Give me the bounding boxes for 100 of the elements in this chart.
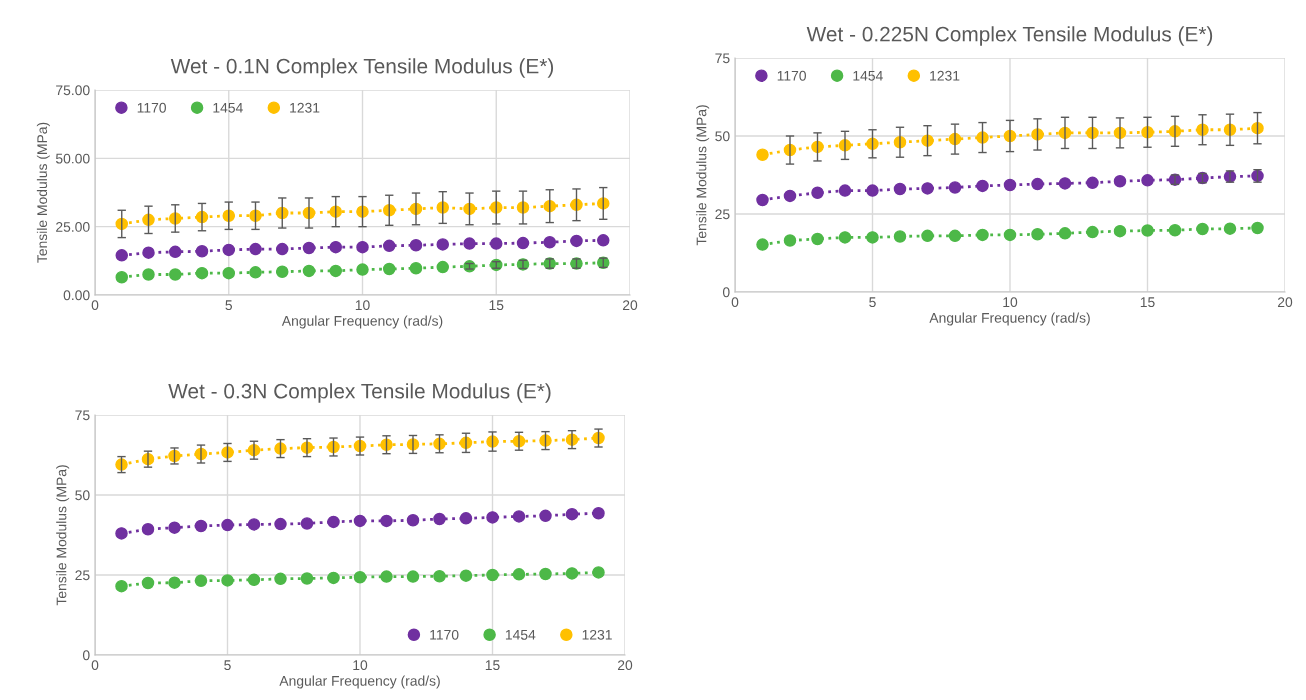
point xyxy=(976,228,989,242)
point xyxy=(115,249,129,262)
point xyxy=(893,182,907,196)
point xyxy=(168,245,182,259)
point xyxy=(249,266,262,279)
point xyxy=(756,148,769,161)
point xyxy=(1031,228,1044,241)
point xyxy=(463,237,476,250)
point xyxy=(275,265,289,279)
point xyxy=(838,184,852,197)
point xyxy=(565,567,579,580)
y-axis-title: Tensile Modulus (MPa) xyxy=(56,465,70,606)
point xyxy=(356,263,369,276)
point xyxy=(275,242,289,256)
point xyxy=(948,229,962,243)
point xyxy=(222,266,236,280)
point xyxy=(866,231,879,244)
point xyxy=(409,261,423,275)
chart-title: Wet - 0.3N Complex Tensile Modulus (E*) xyxy=(168,383,551,403)
point xyxy=(1003,178,1017,192)
point xyxy=(141,576,155,590)
x-tick-label: 10 xyxy=(355,300,370,311)
point xyxy=(486,568,499,582)
point xyxy=(893,230,907,243)
legend-label: 1231 xyxy=(582,629,612,640)
point xyxy=(948,181,962,194)
y-tick-label: 75.00 xyxy=(56,85,90,96)
x-axis-title: Angular Frequency (rad/s) xyxy=(281,315,443,329)
point xyxy=(302,264,316,278)
point xyxy=(756,193,769,207)
point xyxy=(194,519,208,533)
x-tick-label: 5 xyxy=(225,300,233,311)
point xyxy=(329,264,343,278)
point xyxy=(115,270,129,284)
point xyxy=(353,514,367,528)
point xyxy=(921,182,934,195)
point xyxy=(756,238,769,251)
point xyxy=(1251,221,1264,235)
point xyxy=(539,567,552,581)
y-tick-label: 0.00 xyxy=(63,290,90,301)
point xyxy=(142,246,155,259)
point xyxy=(141,522,155,536)
legend-label: 1231 xyxy=(930,70,960,81)
x-tick-label: 10 xyxy=(1003,297,1018,308)
point xyxy=(382,262,396,276)
legend-label: 1170 xyxy=(430,629,459,640)
legend-label: 1170 xyxy=(137,102,166,113)
point xyxy=(459,569,473,582)
point xyxy=(976,179,989,193)
chart-title: Wet - 0.225N Complex Tensile Modulus (E*) xyxy=(806,26,1213,46)
point xyxy=(1196,222,1209,236)
chart-title: Wet - 0.1N Complex Tensile Modulus (E*) xyxy=(170,58,554,78)
point xyxy=(115,527,128,540)
point xyxy=(1031,177,1044,191)
point xyxy=(436,238,450,251)
point xyxy=(115,579,128,593)
point xyxy=(1003,228,1017,242)
point xyxy=(356,240,369,254)
point xyxy=(921,229,934,243)
x-tick-label: 15 xyxy=(489,300,504,311)
point xyxy=(1113,224,1127,238)
y-tick-label: 75 xyxy=(75,410,90,421)
y-tick-label: 0 xyxy=(82,650,90,661)
y-tick-label: 50 xyxy=(715,131,730,142)
point xyxy=(565,507,579,521)
point xyxy=(327,515,340,529)
x-tick-label: 15 xyxy=(485,660,500,671)
point xyxy=(409,239,423,252)
legend-label: 1454 xyxy=(505,630,536,640)
point xyxy=(406,514,420,527)
point xyxy=(838,231,852,244)
point xyxy=(300,517,314,530)
point xyxy=(221,574,234,587)
point xyxy=(811,186,824,200)
legend-label: 1454 xyxy=(213,103,243,113)
point xyxy=(1058,177,1072,190)
point xyxy=(512,568,526,581)
point xyxy=(1058,227,1072,240)
y-tick-label: 75 xyxy=(715,53,730,64)
point xyxy=(1086,176,1099,190)
point xyxy=(329,240,343,254)
point xyxy=(168,576,181,589)
point xyxy=(592,506,605,520)
y-tick-label: 50 xyxy=(75,490,90,501)
x-tick-label: 0 xyxy=(91,660,99,671)
x-tick-label: 10 xyxy=(353,660,368,671)
legend-label: 1231 xyxy=(290,102,320,113)
point xyxy=(1086,225,1099,239)
x-axis-title: Angular Frequency (rad/s) xyxy=(279,675,440,689)
point xyxy=(222,243,236,257)
y-tick-label: 25 xyxy=(75,570,90,581)
point xyxy=(543,235,557,249)
point xyxy=(489,237,503,250)
y-tick-label: 0 xyxy=(722,287,730,298)
point xyxy=(327,571,340,585)
x-tick-label: 0 xyxy=(91,300,99,311)
y-axis-title: Tensile Modulus (MPa) xyxy=(36,122,50,263)
x-axis-title: Angular Frequency (rad/s) xyxy=(929,312,1090,326)
point xyxy=(382,239,396,253)
point xyxy=(512,510,526,523)
